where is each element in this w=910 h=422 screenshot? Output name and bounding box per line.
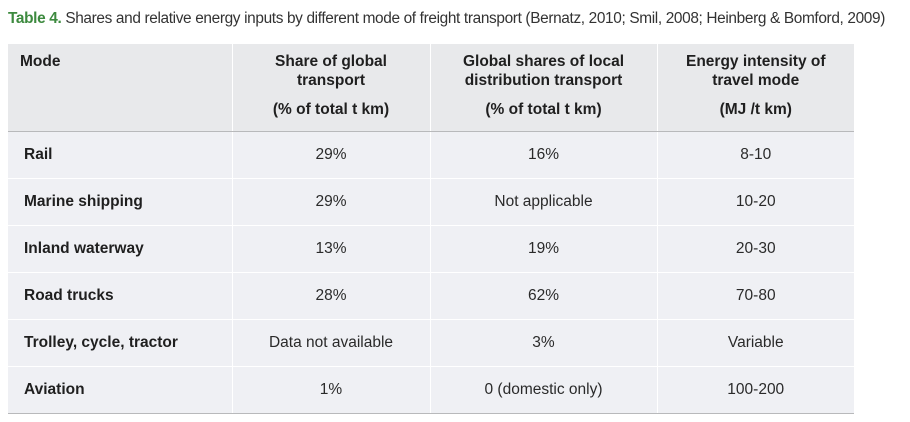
- header-title: Mode: [20, 53, 61, 70]
- local-share-cell: 19%: [429, 225, 657, 273]
- table-row: Road trucks 28% 62% 70-80: [8, 272, 854, 320]
- global-share-cell: 29%: [231, 178, 430, 226]
- global-share-cell: Data not available: [231, 319, 430, 367]
- local-share-cell: 3%: [429, 319, 657, 367]
- mode-cell: Aviation: [8, 366, 232, 414]
- table-row: Trolley, cycle, tractor Data not availab…: [8, 319, 854, 367]
- energy-intensity-cell: 70-80: [656, 272, 854, 320]
- mode-cell: Trolley, cycle, tractor: [8, 319, 232, 367]
- mode-cell: Inland waterway: [8, 225, 232, 273]
- mode-cell: Marine shipping: [8, 178, 232, 226]
- global-share-cell: 13%: [231, 225, 430, 273]
- global-share-cell: 1%: [231, 366, 430, 414]
- caption-text: Shares and relative energy inputs by dif…: [65, 10, 885, 27]
- header-share-global: Share of global transport (% of total t …: [231, 44, 430, 132]
- header-title: Energy intensity of travel mode: [685, 53, 826, 89]
- table-row: Inland waterway 13% 19% 20-30: [8, 225, 854, 273]
- mode-cell: Road trucks: [8, 272, 232, 320]
- local-share-cell: Not applicable: [429, 178, 657, 226]
- global-share-cell: 29%: [231, 131, 430, 179]
- energy-intensity-cell: 10-20: [656, 178, 854, 226]
- table-row: Marine shipping 29% Not applicable 10-20: [8, 178, 854, 226]
- header-row: Mode Share of global transport (% of tot…: [8, 44, 854, 132]
- header-unit: (% of total t km): [272, 101, 390, 118]
- header-title: Global shares of local distribution tran…: [462, 53, 625, 89]
- header-mode: Mode: [8, 44, 232, 132]
- energy-intensity-cell: 20-30: [656, 225, 854, 273]
- local-share-cell: 16%: [429, 131, 657, 179]
- energy-intensity-cell: Variable: [656, 319, 854, 367]
- local-share-cell: 62%: [429, 272, 657, 320]
- local-share-cell: 0 (domestic only): [429, 366, 657, 414]
- header-share-local: Global shares of local distribution tran…: [429, 44, 657, 132]
- header-title: Share of global transport: [275, 53, 387, 89]
- header-unit: (% of total t km): [485, 101, 602, 118]
- table-caption: Table 4. Shares and relative energy inpu…: [8, 10, 885, 28]
- table-number: Table 4.: [8, 10, 62, 27]
- global-share-cell: 28%: [231, 272, 430, 320]
- table-row: Aviation 1% 0 (domestic only) 100-200: [8, 366, 854, 414]
- freight-transport-table: Mode Share of global transport (% of tot…: [8, 44, 854, 414]
- header-energy-intensity: Energy intensity of travel mode (MJ /t k…: [656, 44, 854, 132]
- table-row: Rail 29% 16% 8-10: [8, 131, 854, 179]
- energy-intensity-cell: 100-200: [656, 366, 854, 414]
- mode-cell: Rail: [8, 131, 232, 179]
- header-unit: (MJ /t km): [719, 101, 792, 118]
- energy-intensity-cell: 8-10: [656, 131, 854, 179]
